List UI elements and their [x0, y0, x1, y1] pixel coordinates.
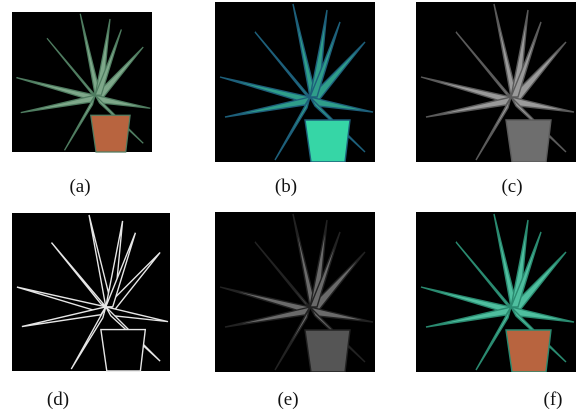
caption-label: (e): [277, 389, 298, 411]
caption-label: (f): [544, 389, 563, 411]
image-c: [415, 2, 577, 162]
caption-label: (c): [501, 176, 522, 198]
image-b: [215, 2, 375, 162]
image-a: [12, 2, 152, 162]
caption-label: (b): [275, 176, 297, 198]
image-d: [12, 212, 170, 372]
image-e: [215, 212, 375, 372]
figure: (a) (b) (c) (d) (e) (f): [0, 0, 579, 415]
caption-label: (a): [69, 176, 90, 198]
image-f: [415, 212, 577, 372]
caption-label: (d): [47, 389, 69, 411]
